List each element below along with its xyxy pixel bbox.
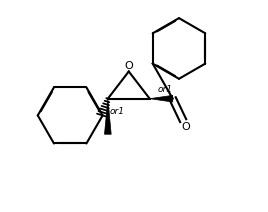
Polygon shape	[105, 99, 111, 134]
Text: or1: or1	[158, 85, 173, 94]
Polygon shape	[150, 95, 173, 102]
Text: O: O	[124, 61, 133, 71]
Text: O: O	[181, 121, 190, 131]
Text: or1: or1	[110, 107, 125, 116]
